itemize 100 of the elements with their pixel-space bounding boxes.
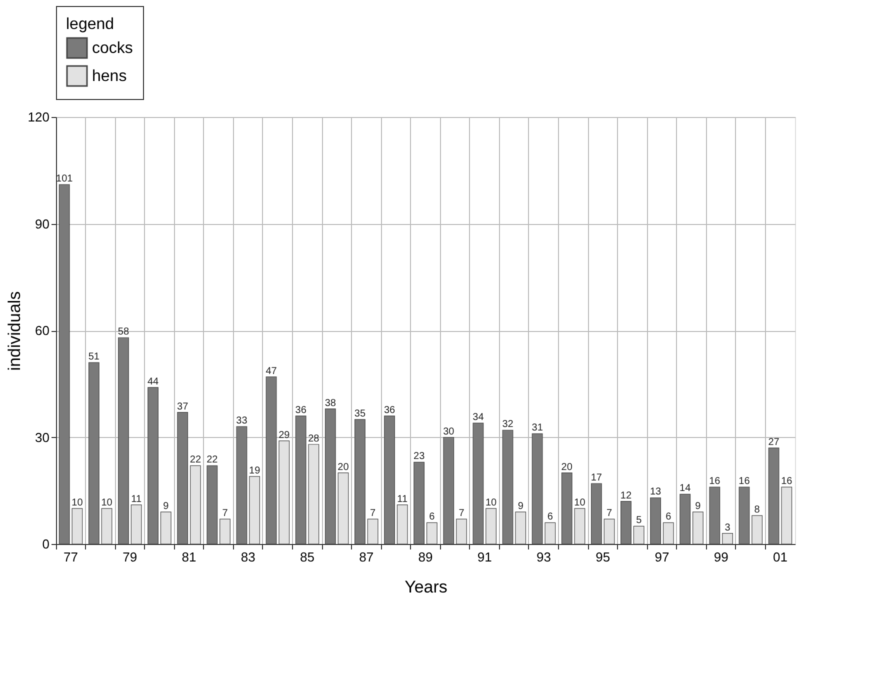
bar: [472, 422, 484, 544]
data-label: 6: [547, 512, 554, 523]
data-label: 20: [561, 462, 573, 473]
bar: [220, 518, 230, 544]
data-label: 32: [502, 419, 514, 430]
data-label: 51: [88, 352, 100, 363]
bar: [486, 508, 496, 544]
bar: [515, 512, 526, 544]
x-tick-label: 99: [714, 550, 728, 564]
data-label: 7: [606, 508, 613, 520]
y-tick-label: 90: [35, 216, 50, 232]
data-label: 36: [295, 404, 307, 416]
data-label: 38: [324, 398, 336, 409]
bar: [692, 512, 704, 544]
y-tick-label: 30: [35, 430, 50, 445]
bar: [456, 518, 467, 544]
bar: [266, 376, 277, 544]
legend-label: cocks: [92, 40, 133, 57]
bar: [752, 515, 763, 544]
data-label: 7: [370, 508, 376, 520]
data-label: 27: [768, 436, 780, 448]
bar: [160, 512, 172, 544]
data-label: 16: [709, 476, 721, 488]
bar: [502, 430, 514, 544]
x-tick-label: 93: [536, 550, 551, 564]
data-label: 9: [695, 500, 702, 512]
legend-label: hens: [92, 68, 127, 85]
y-tick-label: 0: [42, 536, 50, 552]
bar: [278, 440, 290, 544]
x-tick-label: 87: [359, 550, 374, 564]
data-label: 22: [206, 454, 218, 466]
data-label: 19: [249, 465, 261, 476]
bar: [738, 486, 750, 544]
data-label: 6: [429, 512, 436, 523]
bar: [680, 494, 691, 544]
bar: [620, 501, 632, 544]
y-tick-label: 120: [28, 110, 50, 124]
data-label: 22: [190, 454, 202, 466]
data-label: 13: [650, 486, 662, 498]
data-label: 35: [354, 408, 366, 420]
data-label: 37: [177, 401, 189, 412]
x-tick-label: 85: [300, 550, 314, 564]
data-label: 7: [222, 508, 228, 520]
data-label: 33: [236, 416, 248, 427]
y-axis-title: individuals: [4, 291, 24, 371]
data-label: 30: [443, 426, 455, 438]
bar: [190, 465, 201, 544]
bar: [206, 465, 218, 544]
bar: [414, 462, 425, 544]
data-label: 3: [724, 522, 731, 534]
data-label: 9: [518, 500, 524, 512]
data-label: 5: [636, 515, 642, 526]
data-label: 58: [118, 326, 130, 338]
bar: [177, 412, 188, 544]
bar: [604, 518, 615, 544]
bar: [384, 416, 395, 544]
data-label: 10: [485, 497, 498, 508]
bar: [88, 362, 100, 544]
data-label: 9: [163, 500, 170, 512]
bar: [650, 497, 661, 544]
data-label: 10: [574, 497, 586, 508]
x-tick-label: 91: [477, 550, 492, 564]
data-label: 16: [738, 476, 750, 488]
bar: [662, 522, 674, 544]
bar: [722, 533, 733, 544]
x-tick-label: 95: [596, 550, 610, 564]
bar: [354, 419, 366, 544]
bar: [590, 483, 602, 544]
data-label: 28: [308, 433, 320, 444]
bar: [574, 508, 586, 544]
data-label: 23: [414, 451, 426, 462]
data-label: 10: [72, 497, 84, 508]
bar: [367, 518, 378, 544]
bar: [101, 508, 112, 544]
data-label: 6: [666, 512, 672, 523]
data-label: 44: [147, 376, 160, 388]
bar: [633, 526, 644, 544]
bar: [426, 522, 438, 544]
x-axis-title: Years: [404, 578, 448, 596]
data-label: 11: [131, 494, 142, 505]
bar: [249, 476, 260, 544]
x-tick-label: 79: [122, 550, 138, 564]
data-label: 36: [384, 404, 396, 416]
bar: [236, 426, 248, 544]
bar: [396, 504, 408, 544]
legend-title: legend: [66, 16, 114, 33]
x-tick-label: 83: [240, 550, 256, 564]
x-tick-label: 81: [182, 550, 196, 564]
data-label: 17: [590, 472, 602, 484]
bar: [443, 436, 454, 544]
data-label: 8: [754, 504, 760, 516]
data-label: 14: [680, 483, 692, 494]
y-tick-label: 60: [35, 323, 50, 338]
data-label: 47: [266, 366, 278, 377]
bar: [324, 408, 336, 544]
bar: [709, 486, 720, 544]
data-label: 20: [338, 462, 350, 473]
data-label: 16: [781, 476, 793, 488]
bar: [118, 337, 129, 544]
x-tick-label: 97: [654, 550, 670, 564]
